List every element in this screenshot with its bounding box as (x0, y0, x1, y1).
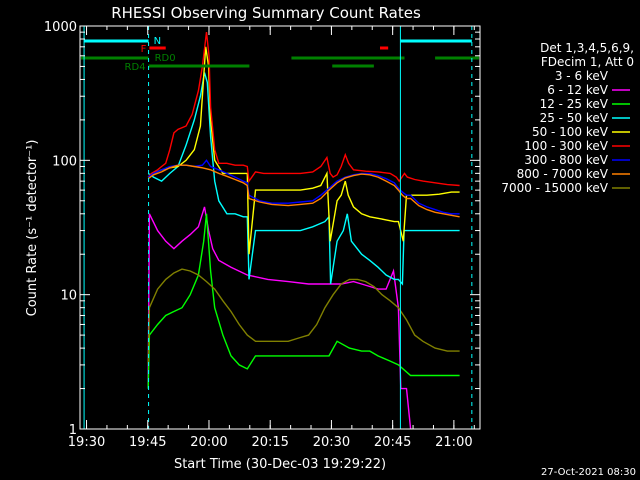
y-axis-label: Count Rate (s⁻¹ detector⁻¹) (25, 140, 40, 317)
rd4-label: RD4 (125, 62, 146, 73)
y-tick-label-3: 1000 (44, 20, 77, 35)
series-line-5 (147, 32, 460, 187)
x-tick-label-1: 19:45 (129, 435, 166, 450)
series-line-8 (147, 268, 460, 365)
series-layer (147, 32, 460, 429)
series-line-0 (147, 144, 412, 429)
legend-header-0: Det 1,3,4,5,6,9, (540, 41, 634, 55)
plot-frame (79, 25, 481, 430)
f-label: F (141, 44, 147, 55)
legend-entry-8: 7000 - 15000 keV (501, 181, 608, 195)
legend-entry-6: 300 - 800 keV (524, 153, 608, 167)
x-tick-label-3: 20:15 (251, 435, 288, 450)
legend-entry-2: 12 - 25 keV (540, 97, 609, 111)
annotation-layer: NF RD0 RD4 (81, 26, 479, 429)
series-line-4 (147, 46, 460, 255)
legend-entry-7: 800 - 7000 keV (517, 167, 609, 181)
legend-header-1: FDecim 1, Att 0 (541, 55, 634, 69)
y-tick-label-1: 10 (60, 289, 77, 304)
y-tick-label-2: 100 (52, 154, 77, 169)
legend-entry-4: 50 - 100 keV (532, 125, 609, 139)
series-line-6 (147, 159, 460, 215)
series-line-3 (147, 72, 460, 286)
series-line-7 (147, 164, 460, 218)
x-tick-label-5: 20:45 (374, 435, 411, 450)
axis-layer: 19:30 19:45 20:00 20:15 20:30 20:45 21:00 1 10 10… (44, 20, 480, 450)
legend-entry-3: 25 - 50 keV (540, 111, 609, 125)
legend-entry-0: 3 - 6 keV (555, 69, 609, 83)
x-tick-label-2: 20:00 (190, 435, 227, 450)
series-line-1 (147, 206, 412, 429)
x-tick-label-0: 19:30 (68, 435, 105, 450)
chart-title: RHESSI Observing Summary Count Rates (111, 4, 421, 22)
y-tick-label-0: 1 (69, 423, 77, 438)
footer-date-stamp: 27-Oct-2021 08:30 (541, 467, 636, 478)
n-label: N (154, 36, 161, 47)
x-axis-label: Start Time (30-Dec-03 19:29:22) (174, 457, 386, 472)
series-line-2 (147, 213, 460, 389)
legend-entry-1: 6 - 12 keV (547, 83, 609, 97)
x-tick-label-4: 20:30 (313, 435, 350, 450)
legend-entry-5: 100 - 300 keV (524, 139, 608, 153)
x-tick-label-6: 21:00 (435, 435, 472, 450)
rd0-label: RD0 (155, 53, 176, 64)
legend: Det 1,3,4,5,6,9,FDecim 1, Att 03 - 6 keV… (501, 41, 634, 195)
